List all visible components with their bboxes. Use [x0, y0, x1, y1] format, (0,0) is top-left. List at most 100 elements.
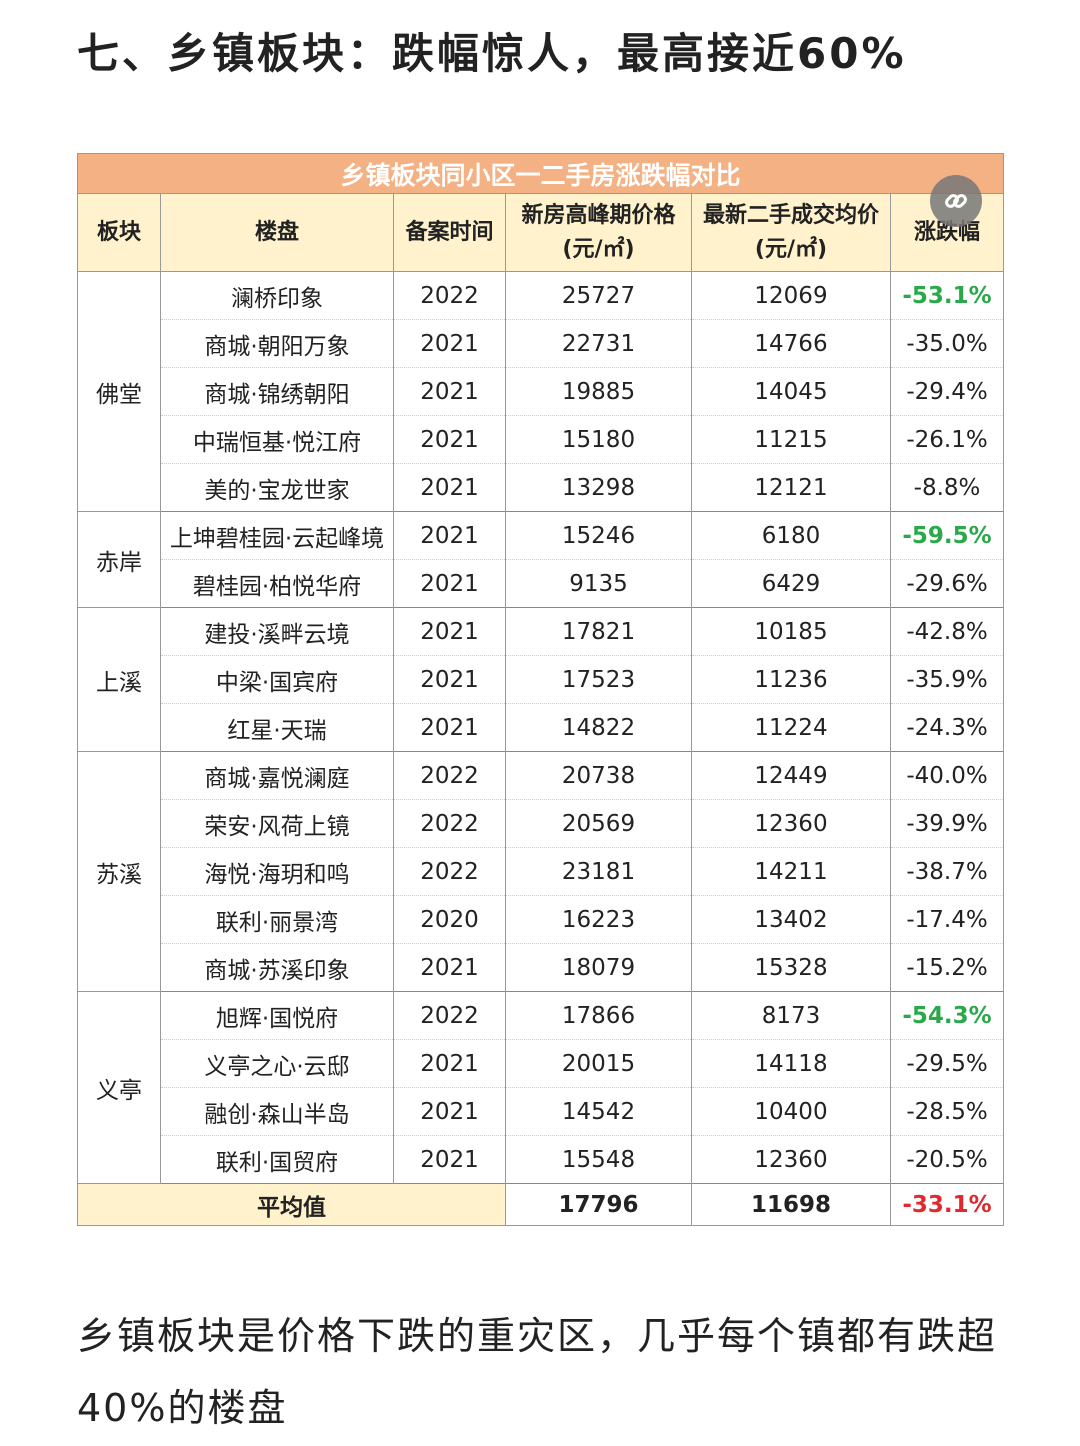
data-row: 联利·国贸府 2021 15548 12360 -20.5%: [78, 1135, 1005, 1184]
project-cell: 商城·锦绣朝阳: [160, 367, 394, 416]
change-cell: -59.5%: [889, 511, 1005, 560]
resale-price-cell: 14766: [691, 319, 891, 368]
resale-price-cell: 12069: [691, 271, 891, 320]
data-row: 义亭 旭辉·国悦府 2022 17866 8173 -54.3%: [77, 991, 1005, 1184]
change-cell: -17.4%: [889, 895, 1005, 944]
year-cell: 2021: [393, 511, 506, 560]
new-price-cell: 9135: [505, 559, 692, 608]
change-cell: -35.9%: [889, 655, 1005, 704]
resale-price-cell: 12360: [691, 1135, 891, 1184]
change-cell: -29.5%: [889, 1039, 1005, 1088]
new-price-cell: 17523: [505, 655, 692, 704]
year-cell: 2021: [393, 367, 506, 416]
year-cell: 2022: [393, 847, 506, 896]
data-row: 苏溪 商城·嘉悦澜庭 2022 20738 12449 -40.0%: [77, 751, 1005, 992]
project-cell: 旭辉·国悦府: [160, 991, 394, 1040]
resale-price-cell: 14118: [691, 1039, 891, 1088]
year-cell: 2022: [393, 271, 506, 320]
header-text: 最新二手成交均价: [702, 202, 879, 228]
new-price-cell: 19885: [505, 367, 692, 416]
header-text: (元/㎡): [754, 236, 828, 262]
data-row: 佛堂 澜桥印象 2022 25727 12069 -53.1%: [77, 271, 1005, 512]
change-cell: -24.3%: [889, 703, 1005, 752]
year-cell: 2022: [393, 751, 506, 800]
data-row: 商城·朝阳万象 2021 22731 14766 -35.0%: [78, 319, 1005, 368]
change-cell: -35.0%: [889, 319, 1005, 368]
data-row: 中梁·国宾府 2021 17523 11236 -35.9%: [78, 655, 1005, 704]
district-cell: 赤岸: [77, 511, 161, 608]
data-row: 商城·苏溪印象 2021 18079 15328 -15.2%: [78, 943, 1005, 992]
year-cell: 2021: [393, 1087, 506, 1136]
resale-price-cell: 10185: [691, 607, 891, 656]
new-price-cell: 18079: [505, 943, 692, 992]
project-cell: 商城·朝阳万象: [160, 319, 394, 368]
resale-price-cell: 14211: [691, 847, 891, 896]
project-cell: 建投·溪畔云境: [160, 607, 394, 656]
average-new-price: 17796: [505, 1183, 692, 1226]
year-cell: 2021: [393, 1135, 506, 1184]
project-cell: 商城·嘉悦澜庭: [160, 751, 394, 800]
new-price-cell: 14822: [505, 703, 692, 752]
data-row: 赤岸 上坤碧桂园·云起峰境 2021 15246 6180 -59.5%: [77, 511, 1005, 608]
data-row: 碧桂园·柏悦华府 2021 9135 6429 -29.6%: [78, 559, 1005, 608]
project-cell: 中瑞恒基·悦江府: [160, 415, 394, 464]
resale-price-cell: 11215: [691, 415, 891, 464]
header-cell: 新房高峰期价格 (元/㎡): [505, 193, 692, 272]
resale-price-cell: 15328: [691, 943, 891, 992]
data-row: 海悦·海玥和鸣 2022 23181 14211 -38.7%: [78, 847, 1005, 896]
resale-price-cell: 11224: [691, 703, 891, 752]
link-glyph: [945, 194, 967, 208]
new-price-cell: 17821: [505, 607, 692, 656]
new-price-cell: 14542: [505, 1087, 692, 1136]
data-row: 商城·锦绣朝阳 2021 19885 14045 -29.4%: [78, 367, 1005, 416]
project-cell: 海悦·海玥和鸣: [160, 847, 394, 896]
resale-price-cell: 12360: [691, 799, 891, 848]
link-icon[interactable]: [930, 175, 982, 227]
header-cell: 楼盘: [160, 193, 394, 272]
new-price-cell: 20738: [505, 751, 692, 800]
data-row: 联利·丽景湾 2020 16223 13402 -17.4%: [78, 895, 1005, 944]
change-cell: -29.6%: [889, 559, 1005, 608]
year-cell: 2021: [393, 463, 506, 512]
header-text: 楼盘: [254, 219, 299, 245]
year-cell: 2021: [393, 1039, 506, 1088]
new-price-cell: 23181: [505, 847, 692, 896]
change-cell: -39.9%: [889, 799, 1005, 848]
year-cell: 2022: [393, 991, 506, 1040]
data-row: 中瑞恒基·悦江府 2021 15180 11215 -26.1%: [78, 415, 1005, 464]
header-text: (元/㎡): [562, 236, 635, 262]
paragraph: 乡镇板块是价格下跌的重灾区，几乎每个镇都有跌超40%的楼盘: [77, 1314, 998, 1430]
resale-price-cell: 12449: [691, 751, 891, 800]
footer-row: 平均值 17796 11698 -33.1%: [77, 1183, 1005, 1226]
resale-price-cell: 11236: [691, 655, 891, 704]
average-resale-price: 11698: [691, 1183, 891, 1226]
project-cell: 融创·森山半岛: [160, 1087, 394, 1136]
district-cell: 义亭: [77, 991, 161, 1184]
change-cell: -54.3%: [889, 991, 1005, 1040]
resale-price-cell: 14045: [691, 367, 891, 416]
change-cell: -40.0%: [889, 751, 1005, 800]
year-cell: 2020: [393, 895, 506, 944]
header-text: 新房高峰期价格: [521, 202, 676, 228]
project-cell: 澜桥印象: [160, 271, 394, 320]
district-cell: 佛堂: [77, 271, 161, 512]
change-cell: -15.2%: [889, 943, 1005, 992]
comparison-table: 乡镇板块同小区一二手房涨跌幅对比 板块 楼盘 备案时间 新房高峰期价格 (元/㎡) 最新二手…: [76, 153, 1005, 1226]
year-cell: 2021: [393, 319, 506, 368]
district-cell: 苏溪: [77, 751, 161, 992]
resale-price-cell: 10400: [691, 1087, 891, 1136]
header-text: 备案时间: [405, 219, 494, 245]
change-cell: -28.5%: [889, 1087, 1005, 1136]
project-cell: 义亭之心·云邸: [160, 1039, 394, 1088]
project-cell: 碧桂园·柏悦华府: [160, 559, 394, 608]
project-cell: 荣安·风荷上镜: [160, 799, 394, 848]
project-cell: 红星·天瑞: [160, 703, 394, 752]
resale-price-cell: 13402: [691, 895, 891, 944]
resale-price-cell: 6429: [691, 559, 891, 608]
new-price-cell: 15180: [505, 415, 692, 464]
project-cell: 联利·丽景湾: [160, 895, 394, 944]
data-row: 上溪 建投·溪畔云境 2021 17821 10185 -42.8%: [77, 607, 1005, 752]
new-price-cell: 15246: [505, 511, 692, 560]
data-row: 义亭之心·云邸 2021 20015 14118 -29.5%: [78, 1039, 1005, 1088]
